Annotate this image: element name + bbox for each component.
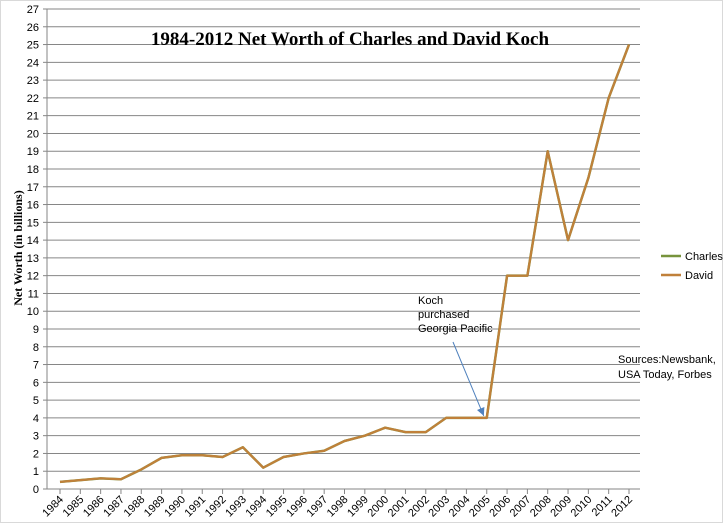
axes: [46, 9, 640, 494]
x-tick-label: 1987: [101, 494, 127, 520]
y-tick-label: 16: [27, 200, 39, 212]
y-tick-label: 23: [27, 75, 39, 87]
annotation-arrow: [452, 341, 485, 417]
legend-label-charles: Charles: [685, 251, 723, 263]
y-tick-label: 10: [27, 306, 39, 318]
y-tick-label: 6: [33, 377, 39, 389]
x-tick-label: 1992: [203, 494, 229, 520]
x-tick-label: 2011: [590, 494, 615, 519]
annotation-koch-line: purchased: [418, 309, 469, 321]
y-tick-label: 3: [33, 431, 39, 443]
x-tick-label: 1993: [223, 494, 249, 520]
y-tick-label: 0: [33, 484, 39, 496]
x-tick-label: 1994: [244, 494, 270, 520]
y-tick-label: 24: [27, 57, 39, 69]
x-tick-label: 2001: [386, 494, 412, 520]
annotation-sources-line: Sources:Newsbank,: [618, 354, 716, 366]
x-tick-label: 1989: [142, 494, 168, 520]
y-tick-label: 11: [28, 288, 39, 300]
y-tick-label: 4: [33, 413, 39, 425]
y-tick-labels: 0123456789101112131415161718192021222324…: [27, 4, 39, 496]
y-tick-label: 8: [33, 342, 39, 354]
y-tick-label: 15: [27, 217, 39, 229]
y-tick-label: 7: [33, 360, 39, 372]
x-tick-label: 2000: [365, 494, 391, 520]
y-tick-label: 12: [27, 271, 39, 283]
y-tick-label: 26: [27, 22, 39, 34]
y-tick-label: 2: [33, 448, 39, 460]
y-tick-label: 19: [27, 146, 39, 158]
y-tick-label: 5: [33, 395, 39, 407]
x-tick-label: 2009: [548, 494, 574, 520]
y-tick-label: 21: [27, 111, 39, 123]
x-tick-label: 2005: [467, 494, 493, 520]
x-tick-label: 1995: [264, 494, 290, 520]
y-tick-label: 13: [27, 253, 39, 265]
x-tick-label: 1986: [81, 494, 107, 520]
y-tick-label: 22: [27, 93, 39, 105]
series-line-charles: [59, 44, 631, 484]
y-tick-label: 18: [27, 164, 39, 176]
x-tick-label: 1996: [284, 494, 310, 520]
y-tick-label: 14: [27, 235, 39, 247]
annotation-sources-line: USA Today, Forbes: [618, 369, 712, 381]
x-tick-label: 2003: [426, 494, 452, 520]
annotation-koch-line: Koch: [418, 295, 443, 307]
x-tick-label: 1997: [305, 494, 331, 520]
y-tick-label: 1: [33, 466, 39, 478]
legend: Charles David: [661, 251, 723, 282]
y-tick-label: 25: [27, 40, 39, 52]
annotations: Koch purchased Georgia Pacific Sources:News…: [418, 295, 716, 417]
x-tick-label: 1999: [345, 494, 371, 520]
legend-label-david: David: [685, 270, 713, 282]
x-tick-label: 1990: [162, 494, 188, 520]
x-tick-label: 1984: [40, 494, 66, 520]
annotation-arrowhead: [477, 407, 485, 416]
chart-title: 1984-2012 Net Worth of Charles and David…: [151, 29, 550, 50]
series-line-david: [59, 44, 631, 483]
x-tick-label: 1998: [325, 494, 351, 520]
x-tick-label: 2007: [508, 494, 534, 520]
x-tick-label: 2004: [447, 494, 473, 520]
x-tick-label: 2012: [609, 494, 635, 520]
x-tick-label: 2002: [406, 494, 432, 520]
gridlines: [43, 8, 640, 490]
x-tick-label: 1991: [183, 494, 209, 520]
y-tick-label: 20: [27, 128, 39, 140]
x-tick-labels: 1984198519861987198819891990199119921993…: [40, 494, 635, 520]
x-tick-label: 2006: [487, 494, 513, 520]
x-tick-label: 2010: [569, 494, 595, 520]
x-tick-label: 1988: [122, 494, 148, 520]
y-tick-label: 9: [33, 324, 39, 336]
y-tick-label: 17: [27, 182, 39, 194]
series-lines: [59, 44, 631, 484]
y-tick-label: 27: [27, 4, 39, 16]
x-tick-label: 1985: [61, 494, 87, 520]
y-axis-label: Net Worth (in billions): [11, 190, 25, 305]
annotation-koch-line: Georgia Pacific: [418, 323, 493, 335]
x-tick-label: 2008: [528, 494, 554, 520]
